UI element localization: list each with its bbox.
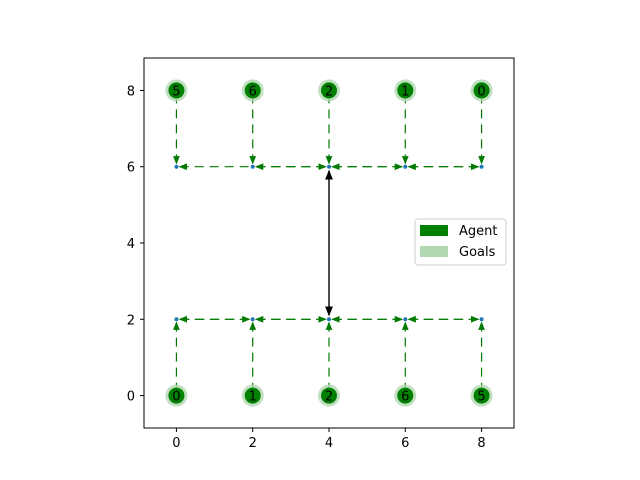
agent-marker-5 (168, 387, 185, 404)
waypoint-0 (174, 164, 179, 169)
agent-label-5: 0 (172, 390, 180, 405)
waypoint-7 (327, 317, 331, 322)
waypoint-6 (250, 317, 255, 322)
agent-marker-4 (473, 82, 490, 99)
agents-layer: 5 6 2 1 0 0 1 2 6 5 (165, 79, 493, 407)
waypoint-4 (479, 164, 484, 169)
waypoint-2 (327, 164, 331, 169)
waypoint-8 (403, 317, 408, 322)
y-tick-label-1: 2 (127, 313, 135, 328)
agent-marker-6 (244, 387, 261, 404)
paths-layer (173, 94, 485, 392)
agent-marker-9 (473, 387, 490, 404)
agent-marker-7 (321, 387, 337, 404)
agent-label-1: 6 (249, 84, 257, 99)
legend: Agent Goals (414, 218, 507, 266)
x-axis-ticks: 0 2 4 6 8 (172, 428, 486, 451)
agent-marker-3 (397, 82, 414, 99)
agent-label-4: 0 (477, 84, 485, 99)
agent-marker-2 (321, 82, 337, 99)
y-tick-label-3: 6 (127, 161, 135, 176)
x-tick-label-1: 2 (249, 436, 257, 451)
y-axis-ticks: 0 2 4 6 8 (127, 84, 144, 405)
y-tick-label-2: 4 (127, 237, 135, 252)
agent-marker-0 (168, 82, 185, 99)
x-tick-label-3: 6 (401, 436, 409, 451)
waypoint-5 (174, 317, 179, 322)
waypoint-3 (403, 164, 408, 169)
agent-marker-8 (397, 387, 414, 404)
waypoint-1 (250, 164, 255, 169)
agent-label-6: 1 (249, 390, 257, 405)
x-tick-label-4: 8 (477, 436, 485, 451)
agent-marker-1 (244, 82, 261, 99)
waypoint-9 (479, 317, 484, 322)
x-tick-label-0: 0 (172, 436, 180, 451)
waypoints-layer (174, 164, 484, 322)
y-tick-label-4: 8 (127, 84, 135, 99)
legend-label-goals: Goals (459, 245, 496, 260)
agent-label-3: 1 (401, 84, 409, 99)
agent-label-7: 2 (325, 390, 333, 405)
legend-swatch-goals (420, 246, 448, 257)
x-tick-label-2: 4 (325, 436, 333, 451)
agent-label-0: 5 (172, 84, 180, 99)
y-tick-label-0: 0 (127, 390, 135, 405)
agent-label-8: 6 (401, 390, 409, 405)
agent-label-9: 5 (477, 390, 485, 405)
legend-swatch-agent (420, 225, 448, 236)
legend-label-agent: Agent (459, 224, 497, 239)
agent-label-2: 2 (325, 84, 333, 99)
